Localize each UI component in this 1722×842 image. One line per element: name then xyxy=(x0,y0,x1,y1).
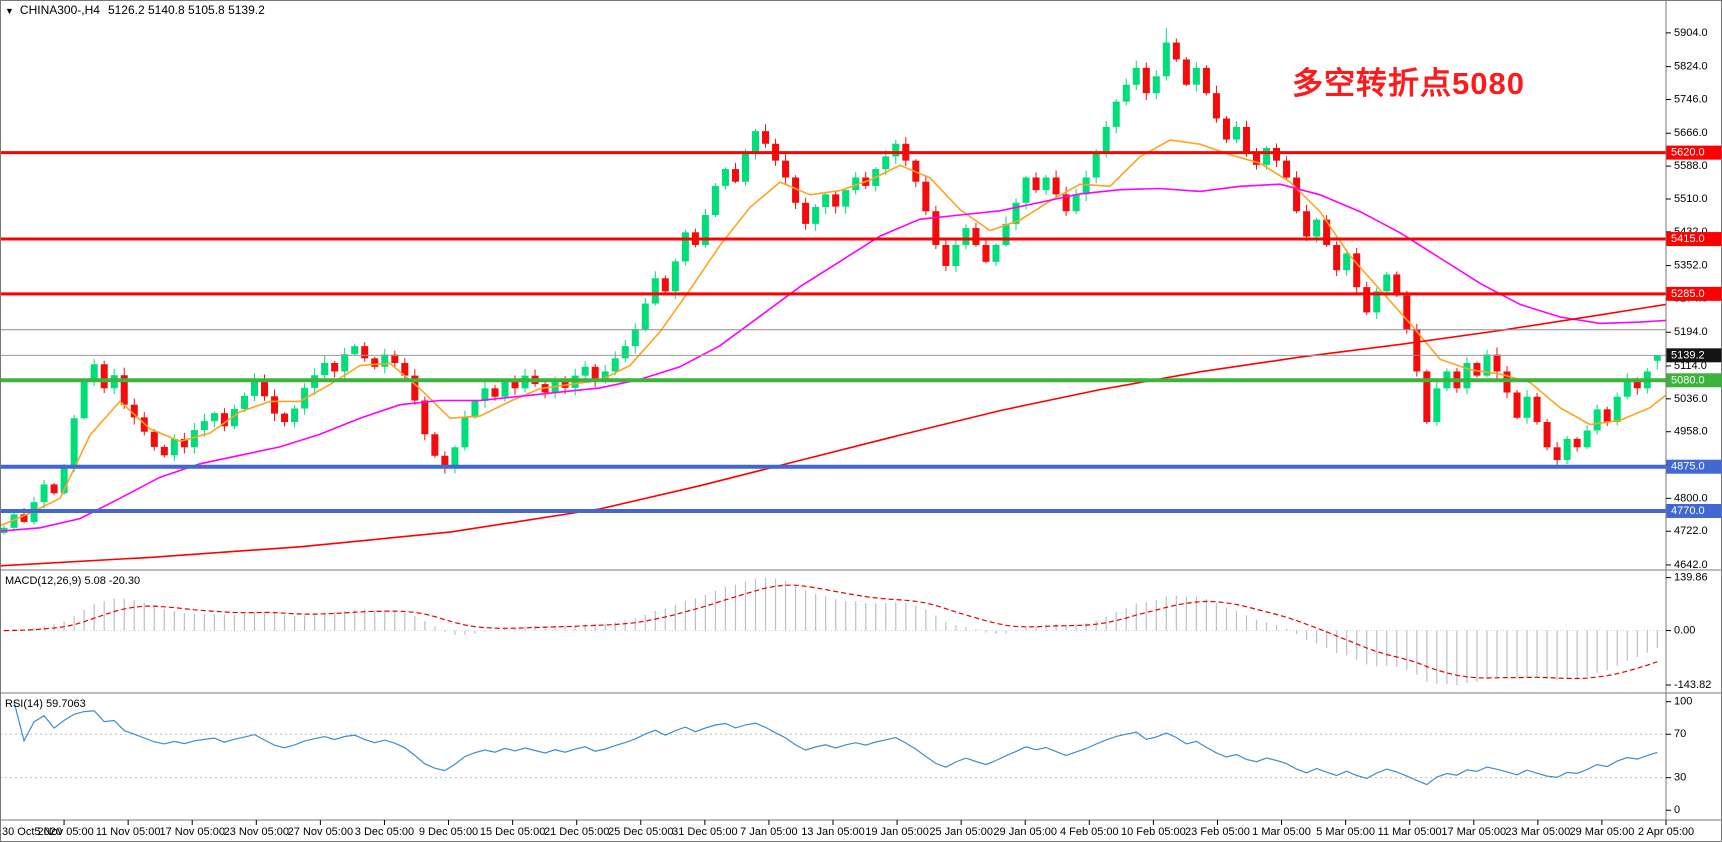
time-label: 31 Dec 05:00 xyxy=(672,826,737,838)
ohlc-values: 5126.2 5140.8 5105.8 5139.2 xyxy=(107,3,265,17)
svg-text:139.86: 139.86 xyxy=(1674,572,1708,584)
time-label: 25 Jan 05:00 xyxy=(929,826,993,838)
symbol-info-bar: ▼ CHINA300-,H4 5126.2 5140.8 5105.8 5139.2 xyxy=(5,3,265,17)
svg-text:0.00: 0.00 xyxy=(1674,625,1695,637)
time-label: 29 Mar 05:00 xyxy=(1570,826,1635,838)
svg-text:100: 100 xyxy=(1674,696,1692,708)
time-label: 5 Mar 05:00 xyxy=(1316,826,1375,838)
time-label: 9 Dec 05:00 xyxy=(419,826,478,838)
time-label: 7 Jan 05:00 xyxy=(740,826,798,838)
time-label: 17 Nov 05:00 xyxy=(160,826,225,838)
rsi-panel[interactable] xyxy=(0,701,1666,786)
time-label: 25 Dec 05:00 xyxy=(608,826,673,838)
svg-text:30: 30 xyxy=(1674,772,1686,784)
price-label-5080.0 xyxy=(1666,373,1722,388)
time-label: 27 Nov 05:00 xyxy=(288,826,353,838)
macd-signal-line xyxy=(3,584,1658,680)
svg-text:5620.0: 5620.0 xyxy=(1671,147,1705,159)
svg-text:-143.82: -143.82 xyxy=(1674,679,1711,691)
time-label: 11 Mar 05:00 xyxy=(1378,826,1442,838)
ma-fast-orange xyxy=(0,139,1666,527)
macd-panel[interactable] xyxy=(0,577,1666,685)
time-label: 21 Dec 05:00 xyxy=(544,826,609,838)
time-label: 23 Mar 05:00 xyxy=(1505,826,1570,838)
time-label: 23 Feb 05:00 xyxy=(1185,826,1250,838)
candlestick-series[interactable] xyxy=(0,27,1661,535)
time-label: 23 Nov 05:00 xyxy=(224,826,289,838)
svg-text:5904.0: 5904.0 xyxy=(1674,27,1708,39)
price-label-5620.0 xyxy=(1666,145,1722,160)
svg-text:70: 70 xyxy=(1674,728,1686,740)
price-axis[interactable]: 5904.05824.05746.05666.05588.05510.05432… xyxy=(1666,27,1722,816)
rsi-indicator-label: RSI(14) 59.7063 xyxy=(5,698,86,710)
svg-text:5415.0: 5415.0 xyxy=(1671,233,1705,245)
price-label-4875.0 xyxy=(1666,459,1722,474)
svg-text:5588.0: 5588.0 xyxy=(1674,160,1708,172)
svg-text:5352.0: 5352.0 xyxy=(1674,260,1708,272)
current-price-label xyxy=(1666,348,1722,363)
time-label: 1 Mar 05:00 xyxy=(1252,826,1311,838)
time-label: 17 Mar 05:00 xyxy=(1441,826,1506,838)
time-label: 29 Jan 05:00 xyxy=(993,826,1057,838)
svg-text:5510.0: 5510.0 xyxy=(1674,193,1708,205)
symbol-timeframe: CHINA300-,H4 xyxy=(19,3,100,17)
svg-text:4800.0: 4800.0 xyxy=(1674,492,1708,504)
time-label: 30 Oct 2020 xyxy=(2,826,62,838)
svg-text:5114.0: 5114.0 xyxy=(1674,360,1707,372)
macd-indicator-label: MACD(12,26,9) 5.08 -20.30 xyxy=(5,575,141,587)
time-label: 10 Feb 05:00 xyxy=(1121,826,1186,838)
svg-text:4642.0: 4642.0 xyxy=(1674,559,1708,571)
time-label: 19 Jan 05:00 xyxy=(865,826,929,838)
svg-text:5080.0: 5080.0 xyxy=(1671,374,1705,386)
svg-text:4958.0: 4958.0 xyxy=(1674,426,1708,438)
symbol-dropdown-icon[interactable]: ▼ xyxy=(5,6,14,16)
support-resistance-lines[interactable] xyxy=(0,151,1666,513)
svg-text:4722.0: 4722.0 xyxy=(1674,525,1708,537)
time-label: 4 Feb 05:00 xyxy=(1060,826,1119,838)
time-label: 11 Nov 05:00 xyxy=(96,826,161,838)
rsi-line xyxy=(13,701,1658,786)
svg-text:5824.0: 5824.0 xyxy=(1674,61,1708,73)
time-label: 13 Jan 05:00 xyxy=(801,826,865,838)
svg-text:0: 0 xyxy=(1674,804,1680,816)
time-label: 2 Apr 05:00 xyxy=(1638,826,1694,838)
svg-text:5285.0: 5285.0 xyxy=(1671,288,1705,300)
svg-text:4875.0: 4875.0 xyxy=(1671,461,1705,473)
annotation-text: 多空转折点5080 xyxy=(1292,66,1525,101)
time-label: 5 Nov 05:00 xyxy=(34,826,93,838)
svg-text:5139.2: 5139.2 xyxy=(1671,349,1705,361)
time-label: 15 Dec 05:00 xyxy=(480,826,545,838)
svg-text:4770.0: 4770.0 xyxy=(1671,505,1705,517)
svg-text:5036.0: 5036.0 xyxy=(1674,393,1708,405)
svg-text:5194.0: 5194.0 xyxy=(1674,326,1708,338)
svg-text:5666.0: 5666.0 xyxy=(1674,127,1708,139)
price-label-5285.0 xyxy=(1666,286,1722,301)
price-label-4770.0 xyxy=(1666,503,1722,518)
time-label: 3 Dec 05:00 xyxy=(355,826,414,838)
ma-mid-magenta xyxy=(0,183,1666,532)
svg-text:5746.0: 5746.0 xyxy=(1674,93,1708,105)
moving-averages xyxy=(0,139,1666,567)
price-label-5415.0 xyxy=(1666,232,1722,247)
ma-slow-red xyxy=(0,303,1666,567)
